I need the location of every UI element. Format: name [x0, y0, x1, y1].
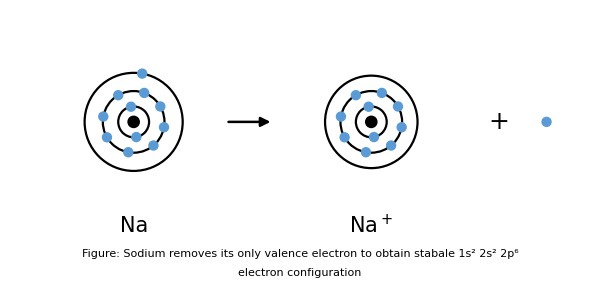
Circle shape: [337, 112, 346, 121]
Circle shape: [397, 123, 406, 132]
Circle shape: [542, 117, 551, 127]
Text: Na: Na: [119, 216, 148, 235]
Circle shape: [128, 116, 139, 127]
Circle shape: [377, 88, 386, 97]
Circle shape: [340, 133, 349, 142]
Circle shape: [386, 141, 395, 150]
Circle shape: [394, 102, 403, 111]
Circle shape: [365, 116, 377, 127]
Circle shape: [137, 69, 146, 78]
Circle shape: [149, 141, 158, 150]
Circle shape: [156, 102, 165, 111]
Text: +: +: [488, 110, 509, 134]
Text: Na$^+$: Na$^+$: [349, 214, 394, 237]
Circle shape: [370, 132, 379, 142]
Circle shape: [160, 123, 169, 132]
Circle shape: [127, 102, 136, 111]
Circle shape: [103, 133, 112, 142]
Circle shape: [352, 91, 361, 100]
Circle shape: [99, 112, 108, 121]
Circle shape: [361, 148, 370, 157]
Circle shape: [364, 102, 373, 111]
Circle shape: [124, 148, 133, 157]
Text: electron configuration: electron configuration: [238, 268, 362, 278]
Circle shape: [132, 132, 141, 142]
Text: Figure: Sodium removes its only valence electron to obtain stabale 1s² 2s² 2p⁶: Figure: Sodium removes its only valence …: [82, 248, 518, 259]
Circle shape: [114, 91, 123, 100]
Circle shape: [140, 88, 149, 97]
